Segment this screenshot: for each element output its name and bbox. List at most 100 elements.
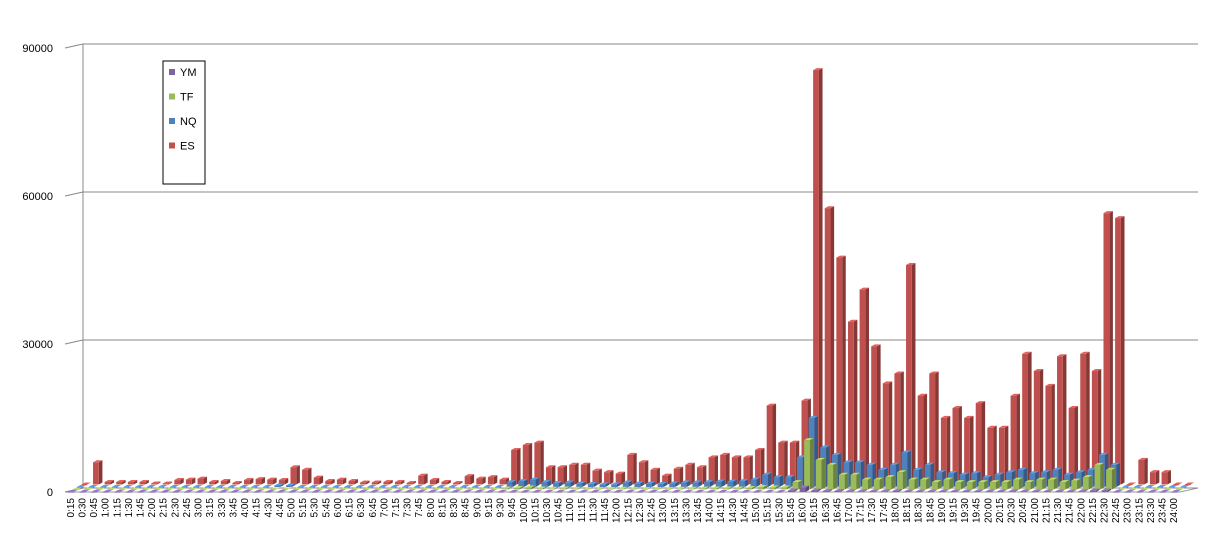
x-tick-label: 23:15: [1134, 498, 1145, 523]
bar-ym: [625, 490, 635, 493]
bar-es: [313, 475, 324, 485]
legend-label: ES: [180, 141, 195, 153]
bar-tf: [1013, 477, 1023, 490]
bar-es: [255, 477, 266, 485]
legend-label: TF: [180, 92, 194, 104]
bar-nq: [471, 485, 482, 488]
bar-ym: [404, 490, 415, 493]
bar-ym: [253, 490, 264, 493]
bar-ym: [985, 489, 995, 493]
x-tick-label: 23:00: [1123, 498, 1134, 523]
bar-nq: [1122, 485, 1132, 488]
bar-es: [476, 476, 486, 485]
bar-ym: [149, 490, 159, 493]
bar-es: [569, 462, 579, 485]
bar-tf: [293, 487, 303, 491]
bar-nq: [657, 482, 668, 487]
bar-es: [1138, 457, 1148, 485]
bar-nq: [611, 482, 621, 487]
bar-nq: [1180, 485, 1190, 488]
x-tick-label: 21:15: [1041, 498, 1052, 523]
x-tick-label: 21:45: [1065, 498, 1076, 523]
bar-es: [627, 452, 637, 485]
bar-ym: [729, 490, 740, 493]
bar-ym: [393, 490, 403, 493]
bar-nq: [518, 479, 528, 487]
bar-ym: [567, 490, 577, 493]
bar-es: [453, 481, 463, 485]
bar-ym: [486, 490, 496, 493]
bar-nq: [715, 479, 726, 487]
bar-ym: [102, 490, 113, 493]
bar-tf: [409, 487, 419, 491]
x-tick-label: 14:30: [728, 498, 739, 523]
x-tick-label: 15:15: [763, 498, 774, 523]
bar-tf: [118, 487, 129, 491]
bar-ym: [602, 490, 612, 493]
bar-es: [952, 406, 962, 485]
x-tick-label: 12:45: [647, 498, 658, 523]
x-tick-label: 7:45: [414, 498, 425, 518]
bar-nq: [227, 485, 238, 488]
bar-tf: [571, 486, 582, 490]
bar-tf: [339, 487, 349, 491]
bar-es: [371, 480, 382, 485]
bar-tf: [989, 480, 1000, 490]
x-tick-label: 19:00: [937, 498, 948, 523]
x-tick-label: 14:15: [716, 498, 727, 523]
x-tick-label: 6:30: [356, 498, 367, 518]
bar-ym: [938, 489, 949, 493]
bar-tf: [374, 487, 384, 491]
bar-nq: [146, 485, 156, 488]
x-tick-label: 0:30: [77, 498, 88, 518]
bar-tf: [955, 480, 965, 490]
bar-ym: [1078, 489, 1088, 492]
bar-ym: [1031, 489, 1042, 493]
x-tick-label: 8:45: [461, 498, 472, 518]
bar-nq: [425, 485, 435, 488]
x-tick-label: 13:00: [658, 498, 669, 523]
bar-ym: [718, 490, 728, 493]
bar-tf: [84, 487, 94, 491]
bar-tf: [920, 477, 930, 490]
bar-tf: [897, 470, 907, 490]
bar-tf: [432, 487, 442, 491]
bar-es: [650, 467, 660, 485]
x-tick-label: 16:15: [809, 498, 820, 523]
bar-nq: [332, 485, 342, 488]
x-tick-label: 2:30: [170, 498, 181, 518]
x-tick-label: 13:30: [681, 498, 692, 523]
bar-tf: [269, 487, 280, 491]
bar-ym: [184, 490, 194, 493]
bar-ym: [1008, 489, 1019, 492]
bar-tf: [699, 486, 709, 490]
bar-nq: [123, 485, 133, 488]
bar-tf: [362, 487, 373, 491]
bar-es: [1126, 482, 1137, 486]
bar-es: [1057, 354, 1067, 485]
bar-ym: [416, 490, 426, 493]
data-bars: [67, 68, 1195, 493]
bar-nq: [669, 481, 679, 487]
x-tick-label: 10:45: [554, 498, 565, 523]
bar-ym: [1066, 489, 1077, 493]
bar-nq: [541, 480, 551, 487]
bar-tf: [978, 480, 988, 490]
bar-es: [1103, 211, 1113, 485]
x-tick-label: 19:15: [949, 498, 960, 523]
x-tick-label: 6:15: [345, 498, 356, 518]
x-tick-label: 18:30: [914, 498, 925, 523]
bar-nq: [599, 482, 609, 487]
x-tick-label: 16:45: [832, 498, 843, 523]
bar-tf: [943, 477, 953, 490]
bar-tf: [420, 487, 431, 491]
x-tick-label: 5:00: [286, 498, 297, 518]
bar-nq: [355, 485, 366, 488]
bar-tf: [490, 487, 500, 491]
x-axis-ticks: 0:15 0:30 0:45 1:00 1:15 1:30 1:45 2:00 2:15 2:30…: [66, 498, 1180, 523]
legend-swatch: [169, 118, 175, 124]
bar-es: [185, 477, 196, 485]
gridline-side: [64, 43, 84, 49]
